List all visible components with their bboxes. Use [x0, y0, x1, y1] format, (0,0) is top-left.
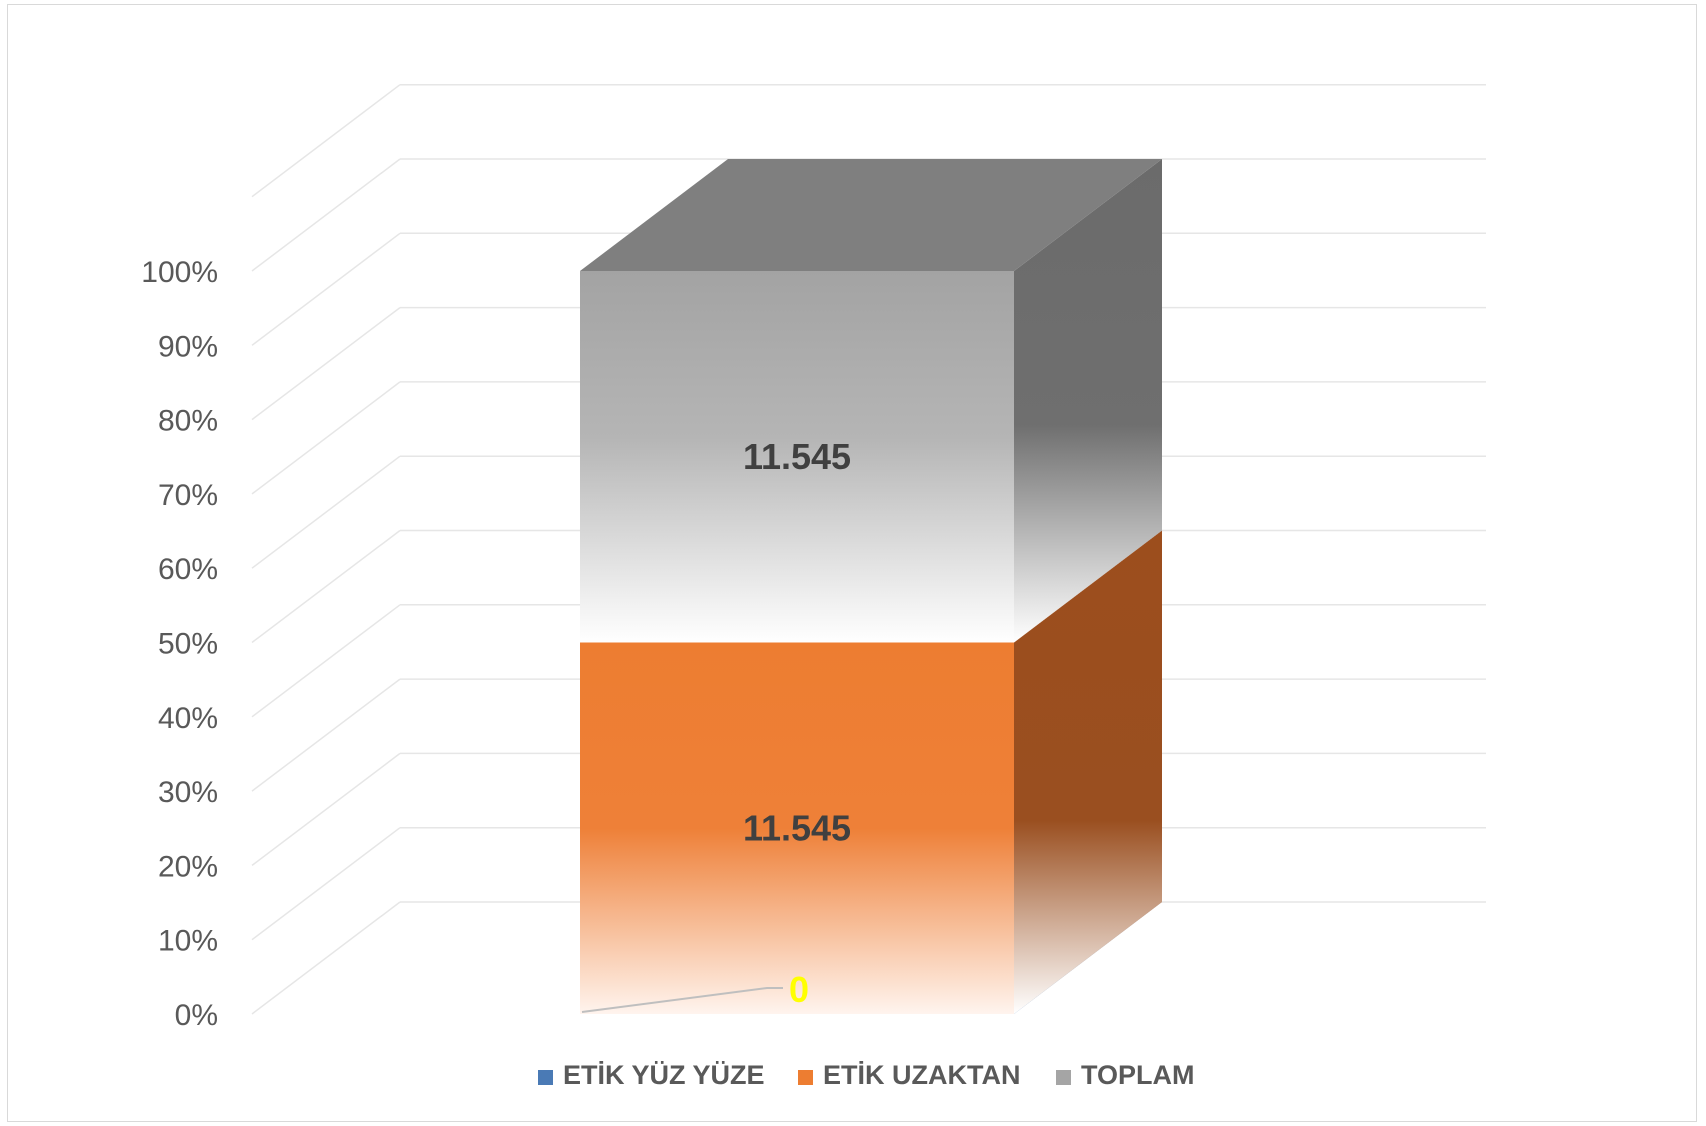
side-gridline [251, 307, 401, 421]
data-labels: 0 11.545 11.545 [581, 436, 851, 1013]
bar-side-3 [1014, 159, 1162, 643]
side-gridline [251, 84, 401, 198]
y-tick-label: 10% [158, 925, 218, 958]
legend: ETİK YÜZ YÜZE ETİK UZAKTAN TOPLAM [538, 1060, 1195, 1090]
legend-label: ETİK YÜZ YÜZE [563, 1060, 765, 1090]
bar-front-2 [580, 642, 1014, 1014]
side-gridline [251, 901, 401, 1015]
bar-front-3 [580, 271, 1014, 643]
side-gridline [251, 232, 401, 346]
side-gridline [251, 381, 401, 495]
y-tick-label: 40% [158, 702, 218, 735]
data-label-1: 0 [789, 969, 809, 1010]
y-tick-label: 80% [158, 405, 218, 438]
y-tick-label: 20% [158, 850, 218, 883]
bars [580, 159, 1162, 1014]
side-gridline [251, 529, 401, 644]
legend-swatch [1056, 1070, 1071, 1085]
legend-label: TOPLAM [1081, 1060, 1195, 1090]
side-gridline [251, 752, 401, 866]
side-gridline [251, 678, 401, 792]
y-tick-label: 30% [158, 776, 218, 809]
y-tick-label: 50% [158, 628, 218, 661]
legend-swatch [798, 1070, 813, 1085]
legend-swatch [538, 1070, 553, 1085]
data-label-2: 11.545 [743, 807, 851, 848]
side-gridline [251, 455, 401, 569]
y-tick-label: 60% [158, 553, 218, 586]
legend-label: ETİK UZAKTAN [823, 1060, 1020, 1090]
side-gridline [251, 604, 401, 718]
side-gridline [251, 827, 401, 941]
y-axis-tick-labels: 0% 10% 20% 30% 40% 50% 60% 70% 80% 90% 100% [141, 256, 218, 1032]
side-gridline [251, 158, 401, 272]
y-tick-label: 90% [158, 330, 218, 363]
data-label-leader-line [581, 987, 783, 1013]
data-label-3: 11.545 [743, 436, 851, 477]
bar-top-3 [580, 159, 1162, 271]
y-tick-label: 100% [141, 256, 218, 289]
bar-side-2 [1014, 530, 1162, 1014]
y-tick-label: 0% [175, 999, 218, 1032]
y-tick-label: 70% [158, 479, 218, 512]
